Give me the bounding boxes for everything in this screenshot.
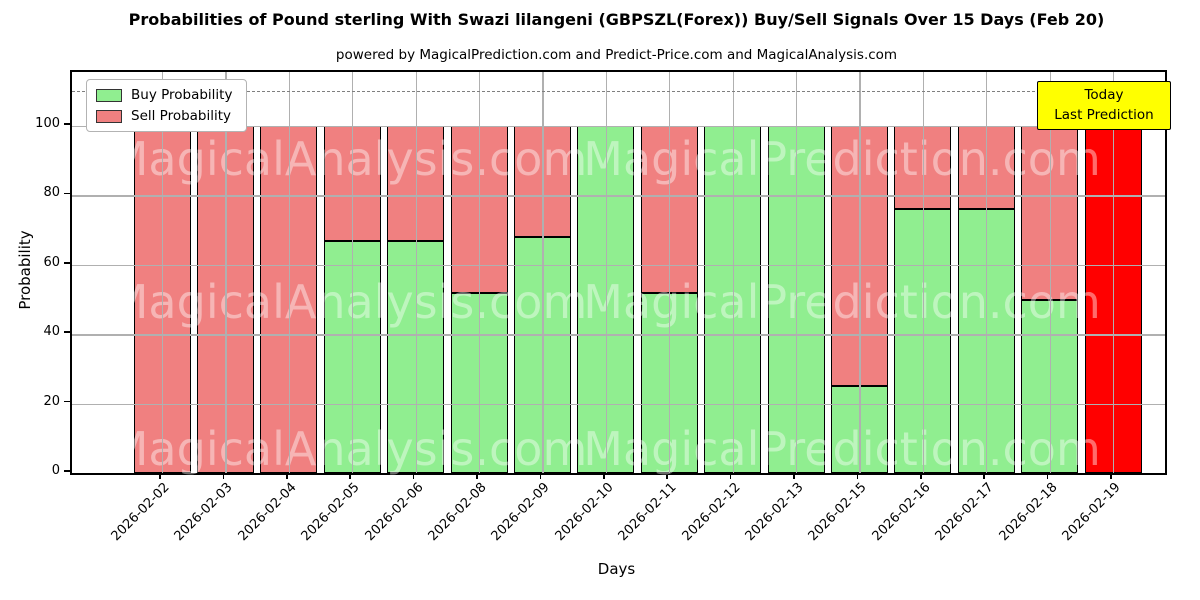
y-tick-label: 40 — [43, 324, 60, 340]
y-tick-label: 20 — [43, 393, 60, 409]
y-tick-label: 80 — [43, 185, 60, 201]
x-tick-mark — [539, 473, 542, 479]
legend-item-buy: Buy Probability — [96, 87, 232, 103]
y-tick-mark — [64, 331, 70, 334]
x-tick-mark — [920, 473, 922, 479]
x-tick-mark — [159, 473, 161, 479]
x-gridline — [1049, 72, 1051, 473]
x-tick-mark — [666, 473, 668, 479]
chart-subtitle: powered by MagicalPrediction.com and Pre… — [335, 47, 898, 63]
y-tick-mark — [64, 470, 70, 472]
x-tick-mark — [286, 473, 288, 479]
x-tick-mark — [476, 473, 478, 479]
legend-label-buy: Buy Probability — [131, 87, 233, 103]
x-gridline — [732, 72, 734, 473]
x-gridline — [859, 72, 861, 473]
y-gridline — [72, 334, 1165, 336]
y-gridline — [72, 195, 1165, 197]
legend-item-sell: Sell Probability — [96, 108, 232, 124]
x-gridline — [288, 72, 291, 473]
y-tick-label: 60 — [43, 254, 60, 270]
y-tick-label: 0 — [51, 463, 60, 478]
sell-swatch — [96, 109, 122, 123]
x-gridline — [669, 72, 671, 473]
x-gridline — [922, 72, 925, 473]
x-gridline — [352, 72, 354, 473]
annotation-line-2: Last Prediction — [1054, 107, 1154, 124]
x-gridline — [796, 72, 798, 473]
y-gridline — [72, 264, 1165, 267]
x-gridline — [162, 72, 164, 473]
buy-swatch — [96, 88, 122, 102]
x-gridline — [415, 72, 417, 473]
x-tick-mark — [729, 473, 732, 479]
y-tick-mark — [64, 400, 70, 403]
x-tick-mark — [222, 473, 225, 479]
plot-area: Buy Probability Sell Probability Today L… — [70, 70, 1171, 476]
annotation-line-1: Today — [1084, 87, 1124, 103]
today-annotation: Today Last Prediction — [1037, 81, 1171, 130]
x-gridline — [1113, 72, 1115, 473]
y-tick-mark — [64, 262, 70, 264]
y-gridline — [72, 126, 1165, 128]
legend-label-sell: Sell Probability — [131, 108, 232, 124]
x-axis-label: Days — [597, 560, 636, 578]
x-gridline — [479, 72, 481, 473]
legend: Buy Probability Sell Probability — [86, 79, 248, 132]
x-tick-mark — [1110, 473, 1112, 479]
x-tick-mark — [1046, 473, 1049, 479]
x-tick-mark — [983, 473, 985, 479]
y-tick-mark — [64, 192, 70, 195]
x-gridline — [225, 72, 227, 473]
x-tick-mark — [349, 473, 351, 479]
x-gridline — [542, 72, 544, 473]
x-gridline — [605, 72, 608, 473]
y-tick-label: 100 — [35, 116, 60, 132]
x-tick-mark — [856, 473, 859, 479]
x-gridline — [986, 72, 988, 473]
y-gridline — [72, 403, 1165, 405]
x-tick-mark — [412, 473, 415, 479]
y-tick-mark — [64, 123, 70, 125]
chart-title: Probabilities of Pound sterling With Swa… — [128, 10, 1105, 29]
x-tick-mark — [793, 473, 795, 479]
threshold-dashed-line — [72, 91, 1165, 93]
x-tick-mark — [603, 473, 605, 479]
